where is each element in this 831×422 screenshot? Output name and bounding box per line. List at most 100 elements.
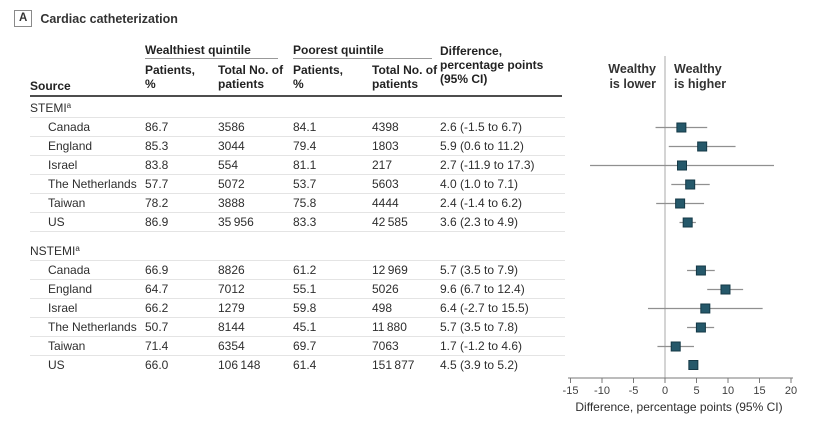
forest-plot: Wealthy is lower Wealthy is higher -15 -1… (563, 56, 797, 414)
cell-source: Israel (48, 301, 78, 315)
column-header-source: Source (30, 79, 71, 93)
cell-poorest-pct: 69.7 (293, 339, 317, 353)
cell-wealthiest-pct: 78.2 (145, 196, 169, 210)
cell-source: Canada (48, 263, 91, 277)
axis-tick-label: 20 (785, 385, 797, 397)
forest-marker (676, 122, 687, 133)
table-row: Canada 86.7 3586 84.1 4398 2.6 (-1.5 to 6.7) (30, 118, 565, 137)
cell-wealthiest-total: 106 148 (218, 358, 261, 372)
cell-wealthiest-pct: 50.7 (145, 320, 169, 334)
cell-poorest-total: 151 877 (372, 358, 415, 372)
cell-wealthiest-pct: 85.3 (145, 139, 169, 153)
table-row: England 64.7 7012 55.1 5026 9.6 (6.7 to 12.4) (30, 280, 565, 299)
cell-poorest-total: 11 880 (372, 320, 407, 334)
axis-tick-label: 10 (722, 385, 734, 397)
column-header-poorest-total: Total No. of patients (372, 63, 438, 91)
table-row: US 66.0 106 148 61.4 151 877 4.5 (3.9 to 5.2) (30, 356, 565, 374)
table-row: Taiwan 78.2 3888 75.8 4444 2.4 (-1.4 to 6.2) (30, 194, 565, 213)
cell-difference: 6.4 (-2.7 to 15.5) (440, 301, 529, 315)
cell-poorest-pct: 79.4 (293, 139, 317, 153)
cell-poorest-total: 1803 (372, 139, 399, 153)
axis-tick-label: 0 (662, 385, 668, 397)
cell-wealthiest-pct: 86.7 (145, 120, 169, 134)
cell-poorest-pct: 53.7 (293, 177, 317, 191)
cell-wealthiest-pct: 86.9 (145, 215, 169, 229)
cell-poorest-total: 12 969 (372, 263, 408, 277)
table-body: STEMIa Canada 86.7 3586 84.1 4398 2.6 (-1.5 to… (30, 99, 565, 374)
cell-poorest-pct: 55.1 (293, 282, 317, 296)
section-row: STEMIa (30, 99, 565, 118)
cell-poorest-total: 498 (372, 301, 393, 315)
panel-letter-badge: A (14, 10, 33, 27)
footnote-mark: a (75, 244, 80, 253)
cell-difference: 9.6 (6.7 to 12.4) (440, 282, 525, 296)
table-row: Israel 83.8 554 81.1 217 2.7 (-11.9 to 17.3) (30, 156, 565, 175)
region-label-wealthy-higher-line2: is higher (674, 77, 726, 91)
forest-marker (695, 322, 706, 333)
cell-difference: 2.4 (-1.4 to 6.2) (440, 196, 523, 210)
cell-difference: 5.7 (3.5 to 7.9) (440, 263, 519, 277)
cell-poorest-pct: 75.8 (293, 196, 317, 210)
cell-poorest-total: 7063 (372, 339, 399, 353)
forest-marker (682, 217, 693, 228)
column-header-wealthiest-pct: Patients, % (145, 63, 196, 91)
cell-difference: 3.6 (2.3 to 4.9) (440, 215, 519, 229)
forest-marker (688, 360, 699, 370)
column-header-difference: Difference, percentage points (95% CI) (440, 44, 544, 86)
cell-poorest-total: 5603 (372, 177, 399, 191)
forest-marker (670, 341, 681, 352)
forest-points (590, 122, 774, 370)
table-row: The Netherlands 57.7 5072 53.7 5603 4.0 (1.0 … (30, 175, 565, 194)
cell-source: Israel (48, 158, 78, 172)
table-row: Canada 66.9 8826 61.2 12 969 5.7 (3.5 to 7.9) (30, 261, 565, 280)
footnote-mark: a (66, 101, 72, 110)
forest-marker (695, 265, 706, 276)
cell-difference: 2.6 (-1.5 to 6.7) (440, 120, 523, 134)
cell-difference: 4.5 (3.9 to 5.2) (440, 358, 519, 372)
cell-wealthiest-total: 5072 (218, 177, 245, 191)
forest-marker (700, 303, 711, 314)
cell-wealthiest-pct: 66.2 (145, 301, 169, 315)
column-header-wealthiest-total: Total No. of patients (218, 63, 284, 91)
cell-difference: 4.0 (1.0 to 7.1) (440, 177, 519, 191)
forest-marker (685, 179, 696, 190)
section-row: NSTEMIa (30, 232, 565, 261)
section-label: NSTEMIa (30, 244, 80, 258)
cell-source: Canada (48, 120, 91, 134)
cell-poorest-pct: 83.3 (293, 215, 317, 229)
column-header-poorest-pct: Patients, % (293, 63, 344, 91)
cell-source: England (48, 139, 93, 153)
panel-title: Cardiac catheterization (40, 11, 178, 26)
axis-tick-label: -5 (629, 385, 639, 397)
cell-difference: 1.7 (-1.2 to 4.6) (440, 339, 523, 353)
axis-tick-label: 15 (753, 385, 765, 397)
cell-wealthiest-pct: 71.4 (145, 339, 169, 353)
cell-source: US (48, 215, 65, 229)
column-group-poorest: Poorest quintile (293, 44, 432, 59)
table-row: US 86.9 35 956 83.3 42 585 3.6 (2.3 to 4.9) (30, 213, 565, 232)
cell-poorest-total: 4398 (372, 120, 399, 134)
cell-poorest-pct: 61.2 (293, 263, 317, 277)
cell-difference: 5.9 (0.6 to 11.2) (440, 139, 524, 153)
table-row: England 85.3 3044 79.4 1803 5.9 (0.6 to 11.2) (30, 137, 565, 156)
cell-poorest-total: 5026 (372, 282, 399, 296)
cell-wealthiest-pct: 83.8 (145, 158, 169, 172)
cell-wealthiest-total: 8826 (218, 263, 245, 277)
column-group-wealthiest: Wealthiest quintile (145, 44, 278, 59)
cell-poorest-pct: 81.1 (293, 158, 317, 172)
cell-poorest-pct: 45.1 (293, 320, 317, 334)
cell-wealthiest-total: 3586 (218, 120, 245, 134)
table-header-rule (30, 95, 562, 97)
cell-poorest-total: 42 585 (372, 215, 408, 229)
cell-wealthiest-total: 7012 (218, 282, 245, 296)
cell-wealthiest-pct: 66.9 (145, 263, 169, 277)
cell-poorest-pct: 61.4 (293, 358, 317, 372)
cell-wealthiest-pct: 64.7 (145, 282, 169, 296)
cell-wealthiest-total: 1279 (218, 301, 245, 315)
axis-tick-label: -10 (594, 385, 610, 397)
cell-wealthiest-total: 3888 (218, 196, 245, 210)
cell-poorest-pct: 84.1 (293, 120, 317, 134)
cell-source: Taiwan (48, 339, 86, 353)
cell-wealthiest-total: 6354 (218, 339, 245, 353)
